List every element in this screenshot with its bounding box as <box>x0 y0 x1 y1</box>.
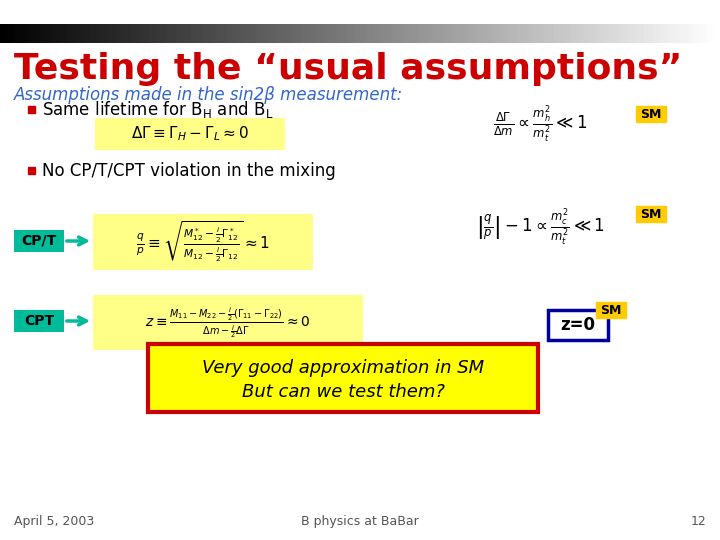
Text: No CP/T/CPT violation in the mixing: No CP/T/CPT violation in the mixing <box>42 162 336 180</box>
Bar <box>596 302 626 318</box>
Text: SM: SM <box>640 207 662 220</box>
Bar <box>636 106 666 122</box>
Text: CPT: CPT <box>24 314 54 328</box>
Text: SM: SM <box>600 303 621 316</box>
Text: Testing the “usual assumptions”: Testing the “usual assumptions” <box>14 52 683 86</box>
Text: $z \equiv \frac{M_{11}-M_{22}-\frac{i}{2}(\Gamma_{11}-\Gamma_{22})}{\Delta m - \: $z \equiv \frac{M_{11}-M_{22}-\frac{i}{2… <box>145 306 310 341</box>
Bar <box>14 230 64 252</box>
Bar <box>93 214 313 270</box>
Text: April 5, 2003: April 5, 2003 <box>14 515 94 528</box>
Bar <box>95 118 285 150</box>
Bar <box>28 106 35 113</box>
Bar <box>93 295 363 350</box>
Text: 12: 12 <box>690 515 706 528</box>
Text: SM: SM <box>640 107 662 120</box>
Bar <box>548 310 608 340</box>
Text: $\left|\frac{q}{p}\right| - 1 \propto \frac{m_c^2}{m_t^2} \ll 1$: $\left|\frac{q}{p}\right| - 1 \propto \f… <box>476 208 604 248</box>
Text: CP/T: CP/T <box>22 234 57 248</box>
Bar <box>28 167 35 174</box>
Text: B physics at BaBar: B physics at BaBar <box>301 515 419 528</box>
Bar <box>14 310 64 332</box>
Text: But can we test them?: But can we test them? <box>242 383 444 401</box>
Text: $\Delta\Gamma \equiv \Gamma_H - \Gamma_L \approx 0$: $\Delta\Gamma \equiv \Gamma_H - \Gamma_L… <box>131 125 249 143</box>
Bar <box>148 344 538 412</box>
Text: Assumptions made in the sin2β measurement:: Assumptions made in the sin2β measuremen… <box>14 86 403 104</box>
Text: Very good approximation in SM: Very good approximation in SM <box>202 359 484 377</box>
Text: z=0: z=0 <box>560 316 595 334</box>
Text: $\frac{\Delta\Gamma}{\Delta m} \propto \frac{m_h^2}{m_t^2} \ll 1$: $\frac{\Delta\Gamma}{\Delta m} \propto \… <box>493 105 587 145</box>
Bar <box>636 206 666 222</box>
Text: $\frac{q}{p} \equiv \sqrt{\frac{M_{12}^* - \frac{i}{2}\Gamma_{12}^*}{M_{12} - \f: $\frac{q}{p} \equiv \sqrt{\frac{M_{12}^*… <box>136 220 270 265</box>
Text: Same lifetime for $\mathregular{B_H}$ and $\mathregular{B_L}$: Same lifetime for $\mathregular{B_H}$ an… <box>42 99 274 120</box>
